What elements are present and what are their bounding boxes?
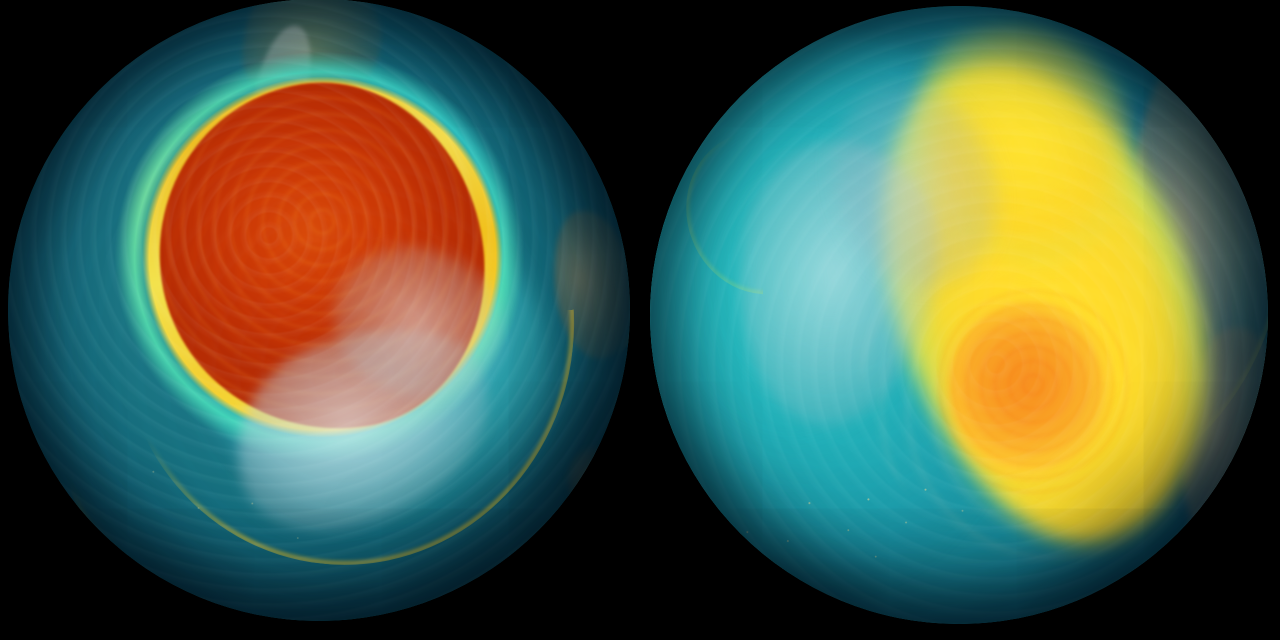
- atmospheric-flow-striations-left: [8, 0, 630, 621]
- atmospheric-flow-striations-right: [650, 6, 1268, 624]
- northern-polar-globe[interactable]: [650, 6, 1268, 624]
- australia-landmass: [567, 446, 624, 516]
- southern-polar-globe[interactable]: [8, 0, 630, 621]
